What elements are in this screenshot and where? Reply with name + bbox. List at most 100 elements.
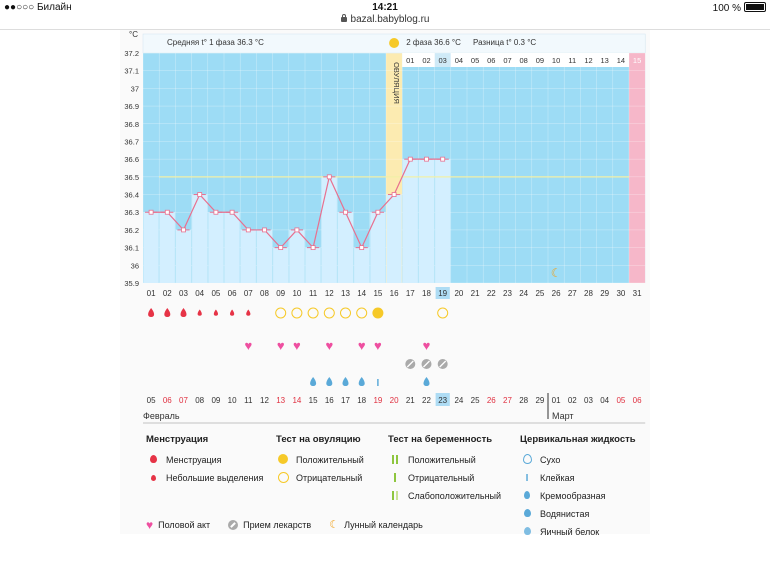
y-tick-label: 36.1: [124, 244, 139, 253]
battery-icon: [744, 2, 766, 12]
pill-line: [406, 360, 414, 368]
legend-item: Менструация: [146, 451, 263, 469]
legend-item: ☾ Лунный календарь: [329, 518, 423, 531]
temperature-point: [278, 245, 284, 251]
x-day-label: 12: [325, 289, 334, 298]
address-bar[interactable]: bazal.babyblog.ru: [0, 14, 770, 28]
single-bar-icon: [394, 472, 396, 482]
temperature-bar: [192, 194, 208, 283]
calendar-date-label: 26: [487, 396, 496, 405]
legend-item: Слабоположительный: [388, 487, 501, 505]
header-day-strip: [402, 53, 646, 67]
x-day-label: 31: [633, 289, 642, 298]
calendar-date-label: 12: [260, 396, 269, 405]
calendar-date-label: 06: [633, 396, 642, 405]
cervical-fluid-icon: [358, 377, 365, 386]
calendar-date-label: 25: [471, 396, 480, 405]
x-day-label: 09: [276, 289, 285, 298]
temperature-point: [181, 227, 186, 233]
legend-label: Яичный белок: [540, 527, 600, 537]
blood-drop-icon: [148, 308, 155, 317]
temperature-bar: [435, 159, 451, 283]
temperature-bar: [418, 159, 435, 283]
header-day-label: 11: [568, 56, 576, 65]
ovulation-test-negative-icon: [356, 307, 368, 319]
calendar-date-label: 20: [390, 396, 399, 405]
y-tick-label: 36.4: [124, 191, 139, 200]
legend-cervical: Цервикальная жидкость Сухо Ι Клейкая Крем…: [520, 434, 636, 541]
x-day-label: 22: [487, 289, 496, 298]
calendar-date-label: 01: [552, 396, 561, 405]
phase1-average: Средняя t° 1 фаза 36.3 °C: [167, 38, 264, 47]
legend-menstruation: Менструация Менструация Небольшие выделе…: [146, 434, 263, 487]
temperature-point: [262, 227, 267, 233]
header-pink-cell: [629, 53, 646, 67]
y-tick-label: 36.3: [124, 208, 139, 217]
y-tick-label: 36.6: [124, 155, 139, 164]
blood-drop-icon: [230, 309, 235, 316]
legend-title: Менструация: [146, 434, 209, 445]
header-day-label: 05: [471, 56, 479, 65]
y-tick-label: 36.7: [124, 137, 139, 146]
outline-circle-icon: [277, 471, 289, 483]
calendar-date-label: 15: [309, 396, 318, 405]
legend-item: Водянистая: [520, 505, 636, 523]
calendar-date-label: 27: [503, 396, 512, 405]
x-day-label: 08: [260, 289, 269, 298]
y-tick-label: 35.9: [124, 279, 139, 288]
temperature-point: [148, 209, 154, 215]
egg-white-icon: [523, 527, 531, 535]
header-day-label: 02: [422, 56, 430, 65]
url-text: bazal.babyblog.ru: [350, 14, 430, 25]
legend-label: Небольшие выделения: [166, 473, 264, 483]
header-day-label: 13: [601, 56, 609, 65]
header-day-label: 10: [552, 56, 560, 65]
temperature-bar: [386, 194, 402, 283]
pill-icon: [228, 519, 239, 530]
temperature-bar: [240, 229, 256, 283]
blood-drop-icon: [164, 308, 171, 317]
legend-label: Положительный: [408, 455, 476, 465]
heart-icon: ♥: [146, 517, 154, 532]
temperature-bar: [402, 159, 418, 283]
temperature-point: [310, 245, 316, 251]
calendar-date-label: 06: [163, 396, 172, 405]
temperature-bar: [305, 247, 321, 283]
y-tick-label: 36: [131, 261, 139, 270]
header-day-label: 07: [503, 56, 511, 65]
ovulation-test-positive-icon: [372, 307, 384, 319]
x-day-label: 24: [519, 289, 528, 298]
temperature-point: [294, 227, 300, 233]
legend-ovulation-test: Тест на овуляцию Положительный Отрицател…: [276, 434, 364, 487]
temperature-bar: [289, 229, 305, 283]
temperature-bar: [337, 212, 354, 283]
legend-item: Положительный: [276, 451, 364, 469]
month-label: Февраль: [143, 411, 180, 421]
y-tick-label: 37.2: [124, 49, 139, 58]
pill-line: [423, 360, 430, 368]
x-day-label: 02: [163, 289, 172, 298]
temperature-point: [440, 156, 446, 162]
legend-label: Положительный: [296, 455, 364, 465]
heart-icon: ♥: [423, 338, 431, 353]
calendar-date-label: 29: [535, 396, 544, 405]
x-day-label: 30: [616, 289, 625, 298]
calendar-date-label: 24: [454, 396, 463, 405]
header-day-label: 01: [406, 56, 414, 65]
header-day-label: 14: [617, 56, 625, 65]
x-day-label: 25: [535, 289, 544, 298]
temperature-bar: [256, 229, 273, 283]
legend-item: Небольшие выделения: [146, 469, 263, 487]
ovulation-test-negative-icon: [437, 307, 449, 319]
legend-label: Менструация: [166, 455, 222, 465]
watery-icon: [523, 509, 531, 517]
lock-icon: [340, 14, 347, 22]
heart-icon: ♥: [277, 338, 285, 353]
x-day-label: 06: [228, 289, 237, 298]
heart-icon: ♥: [325, 338, 333, 353]
x-day-label: 07: [244, 289, 253, 298]
legend-item: Отрицательный: [276, 469, 364, 487]
legend-bottom-row: ♥ Половой акт Прием лекарств ☾ Лунный ка…: [146, 517, 423, 532]
header-day-label: 09: [536, 56, 544, 65]
x-day-label: 20: [454, 289, 463, 298]
